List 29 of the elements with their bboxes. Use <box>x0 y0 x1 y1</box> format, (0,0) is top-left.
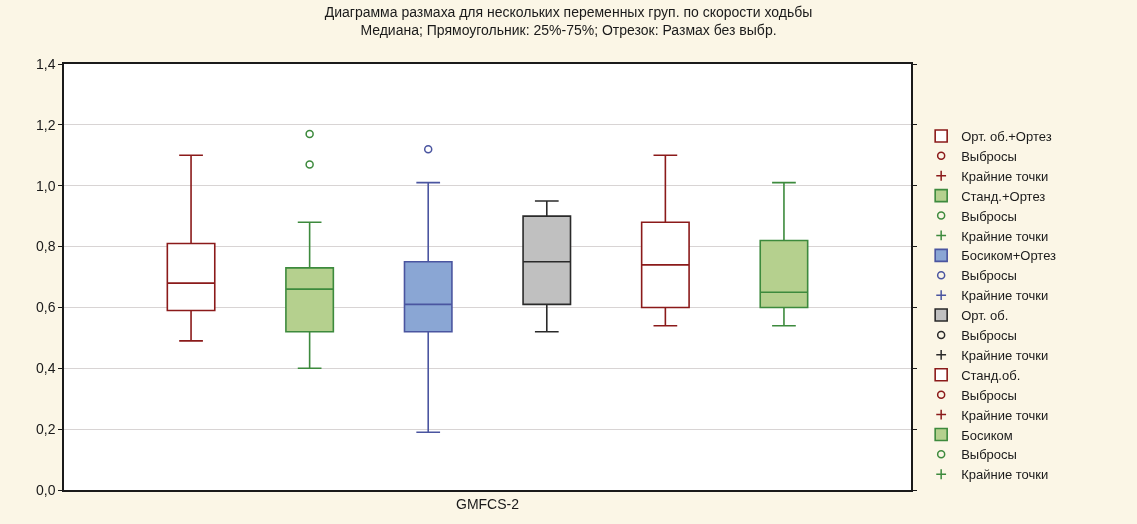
legend-label: Босиком+Ортез <box>961 248 1057 264</box>
chart-subtitle: Медиана; Прямоугольник: 25%-75%; Отрезок: Размах без выбр. <box>360 21 777 38</box>
y-tick-label: 0,0 <box>35 481 56 498</box>
y-tick-label: 1,4 <box>35 55 56 72</box>
legend-label: Выбросы <box>961 268 1017 284</box>
y-tick-label: 0,4 <box>35 360 56 377</box>
legend-label: Крайние точки <box>961 347 1049 363</box>
y-tick-label: 0,2 <box>35 421 56 438</box>
legend-label: Крайние точки <box>961 407 1049 423</box>
legend-label: Босиком <box>961 427 1013 443</box>
legend-label: Крайние точки <box>961 288 1049 304</box>
legend-label: Орт. об.+Ортез <box>961 129 1052 145</box>
legend-label: Станд.+Ортез <box>961 188 1046 204</box>
legend-label: Крайние точки <box>961 467 1049 483</box>
y-tick-label: 1,0 <box>35 177 56 194</box>
legend-label: Выбросы <box>961 447 1017 463</box>
legend-label: Крайние точки <box>961 168 1049 184</box>
legend-label: Выбросы <box>961 328 1017 344</box>
legend-label: Орт. об. <box>961 308 1009 324</box>
legend-label: Крайние точки <box>961 228 1049 244</box>
legend-label: Выбросы <box>961 148 1017 164</box>
chart-title: Диаграмма размаха для нескольких переменных груп. по скорости ходьбы <box>324 3 813 20</box>
y-tick-label: 0,6 <box>35 299 56 316</box>
legend-label: Станд.об. <box>961 367 1021 383</box>
y-tick-label: 1,2 <box>35 116 56 133</box>
x-tick-label: GMFCS-2 <box>456 495 520 512</box>
legend-label: Выбросы <box>961 387 1017 403</box>
y-tick-label: 0,8 <box>35 238 56 255</box>
legend-label: Выбросы <box>961 208 1017 224</box>
